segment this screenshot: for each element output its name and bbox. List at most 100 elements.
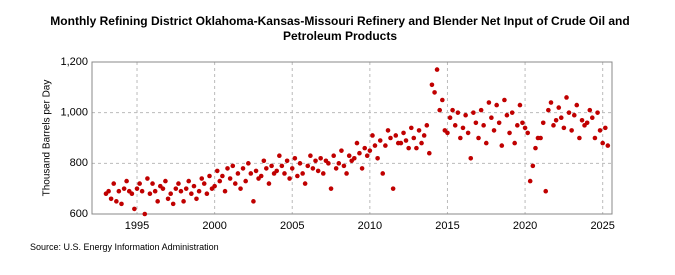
point	[558, 115, 564, 121]
point	[308, 153, 313, 159]
point	[496, 120, 502, 126]
point	[170, 201, 176, 207]
point	[538, 135, 543, 141]
point	[269, 163, 274, 169]
point	[458, 135, 463, 141]
x-tick-label: 2020	[513, 220, 537, 232]
point	[142, 211, 148, 217]
point	[483, 140, 489, 146]
point	[450, 107, 455, 113]
point	[455, 110, 461, 115]
point	[388, 135, 393, 141]
point	[328, 186, 334, 191]
point	[390, 186, 396, 191]
point	[178, 188, 184, 194]
point	[235, 171, 241, 176]
point	[494, 102, 499, 108]
point	[266, 181, 272, 186]
point	[139, 188, 145, 194]
point	[346, 153, 352, 159]
point	[380, 171, 386, 176]
point	[246, 161, 251, 166]
point	[460, 125, 466, 131]
point	[155, 199, 160, 204]
point	[333, 166, 339, 171]
point	[357, 150, 362, 156]
point	[248, 171, 254, 176]
chart-title: Monthly Refining District Oklahoma-Kansa…	[50, 14, 630, 43]
point	[370, 133, 375, 138]
point	[406, 145, 411, 151]
point	[507, 130, 512, 136]
point	[551, 123, 556, 128]
x-tick-label: 2005	[280, 220, 304, 232]
point	[540, 120, 546, 126]
point	[279, 163, 285, 169]
point	[543, 188, 549, 194]
point	[359, 166, 365, 171]
point	[533, 145, 538, 151]
point	[499, 143, 505, 148]
point	[481, 123, 486, 128]
point	[225, 166, 230, 171]
point	[313, 158, 318, 164]
point	[525, 130, 531, 136]
point	[150, 181, 155, 186]
x-tick-label: 2015	[435, 220, 459, 232]
y-tick-label: 600	[70, 208, 88, 220]
point	[465, 130, 471, 136]
point	[385, 128, 391, 133]
point	[230, 163, 236, 169]
point	[424, 123, 430, 128]
point	[597, 128, 603, 133]
point	[243, 178, 248, 184]
point	[372, 143, 378, 148]
point	[556, 105, 562, 110]
point	[163, 178, 168, 184]
point	[377, 138, 383, 143]
point	[419, 140, 424, 146]
point	[116, 188, 122, 194]
point	[577, 135, 582, 141]
point	[227, 176, 233, 181]
point	[584, 120, 590, 126]
point	[522, 125, 528, 131]
point	[336, 161, 342, 166]
point	[473, 120, 479, 126]
source-note: Source: U.S. Energy Information Administ…	[30, 242, 219, 252]
point	[504, 112, 510, 118]
point	[222, 188, 228, 194]
point	[489, 115, 494, 121]
point	[566, 110, 572, 115]
point	[530, 163, 536, 169]
point	[527, 178, 533, 184]
point	[315, 168, 321, 174]
point	[471, 110, 476, 115]
point	[553, 117, 559, 123]
point	[548, 100, 554, 105]
point	[445, 130, 450, 136]
point	[344, 171, 349, 176]
point	[183, 186, 189, 191]
point	[220, 173, 225, 179]
point	[341, 163, 347, 169]
y-axis-label: Thousand Barrels per Day	[42, 80, 53, 197]
point	[168, 191, 173, 197]
point	[486, 100, 492, 105]
point	[199, 176, 205, 181]
x-tick-label: 2000	[202, 220, 226, 232]
point	[502, 97, 507, 103]
point	[491, 128, 497, 133]
point	[587, 107, 593, 113]
point	[331, 153, 336, 159]
point	[364, 153, 370, 159]
point	[147, 191, 153, 197]
point	[592, 135, 598, 141]
point	[212, 183, 217, 189]
point	[238, 186, 243, 191]
point	[305, 163, 311, 169]
point	[287, 176, 292, 181]
point	[326, 161, 331, 166]
point	[132, 206, 137, 212]
